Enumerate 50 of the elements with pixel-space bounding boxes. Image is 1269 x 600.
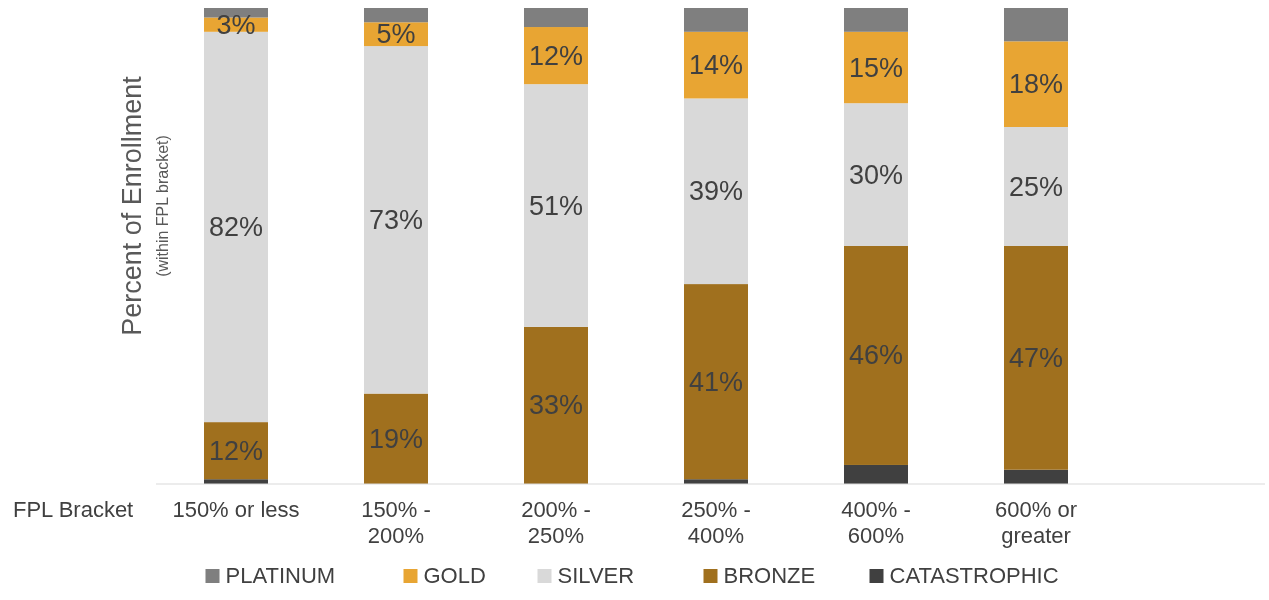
bar [844,464,908,484]
data-label: 5% [376,19,416,50]
bar [524,8,588,28]
x-tick-label: 250% - 400% [681,497,751,548]
x-tick-label: 400% - 600% [841,497,911,548]
legend-label: GOLD [423,563,486,588]
x-tick-label: 200% - 250% [521,497,591,548]
data-label: 25% [1008,171,1064,202]
data-label: 39% [688,176,744,207]
bar [684,98,748,285]
text: (within FPL bracket) [154,135,171,277]
legend-label: PLATINUM [225,563,336,588]
data-label: 19% [368,423,424,454]
x-tick-label: 150% or less [172,497,300,522]
bar [1004,469,1068,484]
bar [364,46,428,394]
y-axis-title: Percent of Enrollment [117,75,147,336]
bar [684,284,748,480]
data-label: 47% [1008,342,1064,373]
x-axis-title: FPL Bracket [13,497,134,522]
data-label: 15% [848,52,904,83]
data-label: 3% [216,9,256,40]
data-label: 41% [688,366,744,397]
data-label: 12% [528,40,584,71]
data-label: 73% [368,204,424,235]
data-label: 82% [208,211,264,242]
data-label: 51% [528,190,584,221]
x-tick-label: 150% - 200% [361,497,431,548]
bar [364,8,428,23]
bar [524,326,588,484]
data-label: 30% [848,159,904,190]
legend-label: SILVER [557,563,635,588]
legend-label: BRONZE [723,563,816,588]
data-label: 33% [528,390,584,421]
data-label: 14% [688,50,744,81]
bar [684,8,748,32]
bar [1004,127,1068,246]
bar [844,246,908,465]
bar [1004,246,1068,470]
data-label: 12% [208,435,264,466]
x-tick-label: 600% or greater [995,497,1077,548]
data-label: 46% [848,340,904,371]
bar [524,84,588,327]
bar [1004,8,1068,42]
bar [1004,41,1068,127]
data-label: 18% [1008,69,1064,100]
bar [364,393,428,484]
legend-label: CATASTROPHIC [889,563,1059,588]
bar [844,103,908,246]
bar [844,8,908,32]
